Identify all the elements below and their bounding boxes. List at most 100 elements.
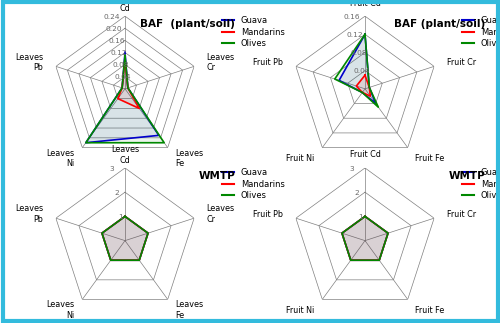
Text: 0.20: 0.20 xyxy=(106,26,122,32)
Text: 0.04: 0.04 xyxy=(114,74,131,80)
Guava xyxy=(336,78,342,82)
Line: Olives: Olives xyxy=(86,56,164,143)
Mandarins xyxy=(362,73,368,77)
Text: 0.16: 0.16 xyxy=(108,38,124,44)
Guava xyxy=(339,231,345,235)
Text: Fruit Cd: Fruit Cd xyxy=(350,0,380,7)
Guava xyxy=(362,32,368,36)
Legend: Guava, Mandarins, Olives: Guava, Mandarins, Olives xyxy=(458,13,500,52)
Text: Leaves
Cr: Leaves Cr xyxy=(206,204,234,224)
Text: 2: 2 xyxy=(114,190,118,196)
Text: 3: 3 xyxy=(110,166,114,172)
Mandarins xyxy=(385,231,391,235)
Mandarins xyxy=(339,231,345,235)
Text: 0.24: 0.24 xyxy=(104,14,120,20)
Guava xyxy=(122,214,128,218)
Mandarins xyxy=(122,57,128,60)
Guava xyxy=(136,258,142,262)
Polygon shape xyxy=(86,52,159,143)
Guava xyxy=(145,231,151,235)
Line: Olives: Olives xyxy=(102,216,148,260)
Olives xyxy=(122,214,128,218)
Text: Leaves
Fe: Leaves Fe xyxy=(176,149,204,168)
Mandarins xyxy=(136,107,142,110)
Line: Guava: Guava xyxy=(342,216,388,260)
Text: 0.08: 0.08 xyxy=(350,50,367,56)
Olives xyxy=(83,141,89,145)
Olives xyxy=(376,105,382,109)
Text: 0.12: 0.12 xyxy=(110,50,127,56)
Line: Guava: Guava xyxy=(339,34,376,104)
Olives xyxy=(145,231,151,235)
Guava xyxy=(376,258,382,262)
Polygon shape xyxy=(102,216,148,260)
Polygon shape xyxy=(342,216,388,260)
Text: 1: 1 xyxy=(118,214,123,220)
Polygon shape xyxy=(342,216,388,260)
Mandarins xyxy=(108,258,114,262)
Line: Mandarins: Mandarins xyxy=(102,216,148,260)
Olives xyxy=(161,141,167,145)
Guava xyxy=(362,214,368,218)
Olives xyxy=(99,231,105,235)
Text: Leaves
Ni: Leaves Ni xyxy=(46,149,74,168)
Text: Fruit Fe: Fruit Fe xyxy=(416,154,444,163)
Line: Mandarins: Mandarins xyxy=(356,75,370,96)
Polygon shape xyxy=(356,75,370,96)
Olives xyxy=(122,54,128,57)
Line: Mandarins: Mandarins xyxy=(342,216,388,260)
Guava xyxy=(108,258,114,262)
Mandarins xyxy=(362,214,368,218)
Polygon shape xyxy=(102,216,148,260)
Text: Fruit Fe: Fruit Fe xyxy=(416,306,444,315)
Mandarins xyxy=(360,90,366,94)
Text: 0.16: 0.16 xyxy=(344,14,360,20)
Text: Fruit Cd: Fruit Cd xyxy=(350,151,380,159)
Text: WMTP: WMTP xyxy=(448,171,485,181)
Legend: Guava, Mandarins, Olives: Guava, Mandarins, Olives xyxy=(218,13,288,52)
Mandarins xyxy=(115,97,121,100)
Mandarins xyxy=(122,214,128,218)
Guava xyxy=(385,231,391,235)
Olives xyxy=(332,77,338,81)
Text: Leaves
Fe: Leaves Fe xyxy=(176,300,204,320)
Guava xyxy=(83,141,89,145)
Olives xyxy=(108,258,114,262)
Guava xyxy=(122,214,128,218)
Olives xyxy=(360,90,366,94)
Text: 2: 2 xyxy=(354,190,358,196)
Guava xyxy=(122,50,128,54)
Text: WMTP: WMTP xyxy=(198,171,235,181)
Text: Leaves
Pb: Leaves Pb xyxy=(16,204,44,224)
Line: Guava: Guava xyxy=(102,216,148,260)
Text: 0.12: 0.12 xyxy=(347,32,364,38)
Text: Leaves
Ni: Leaves Ni xyxy=(46,300,74,320)
Olives xyxy=(348,258,354,262)
Mandarins xyxy=(362,214,368,218)
Polygon shape xyxy=(342,216,388,260)
Text: Fruit Ni: Fruit Ni xyxy=(286,154,314,163)
Text: 1: 1 xyxy=(358,214,363,220)
Text: 0.08: 0.08 xyxy=(112,62,129,68)
Mandarins xyxy=(145,231,151,235)
Text: Leaves
Cd: Leaves Cd xyxy=(111,145,139,165)
Text: Leaves
Cr: Leaves Cr xyxy=(206,53,234,72)
Line: Guava: Guava xyxy=(86,52,159,143)
Legend: Guava, Mandarins, Olives: Guava, Mandarins, Olives xyxy=(218,165,288,203)
Polygon shape xyxy=(102,216,148,260)
Guava xyxy=(348,258,354,262)
Text: Leaves
Pb: Leaves Pb xyxy=(16,53,44,72)
Olives xyxy=(362,32,368,36)
Text: Leaves
Cd: Leaves Cd xyxy=(111,0,139,13)
Mandarins xyxy=(122,57,128,60)
Text: Fruit Cr: Fruit Cr xyxy=(446,58,476,67)
Olives xyxy=(136,258,142,262)
Text: BAF  (plant/soil): BAF (plant/soil) xyxy=(140,19,235,29)
Text: BAF (plant/soil): BAF (plant/soil) xyxy=(394,19,485,29)
Mandarins xyxy=(368,94,374,98)
Olives xyxy=(366,86,372,89)
Text: Fruit Pb: Fruit Pb xyxy=(254,58,284,67)
Mandarins xyxy=(122,214,128,218)
Olives xyxy=(362,214,368,218)
Olives xyxy=(339,231,345,235)
